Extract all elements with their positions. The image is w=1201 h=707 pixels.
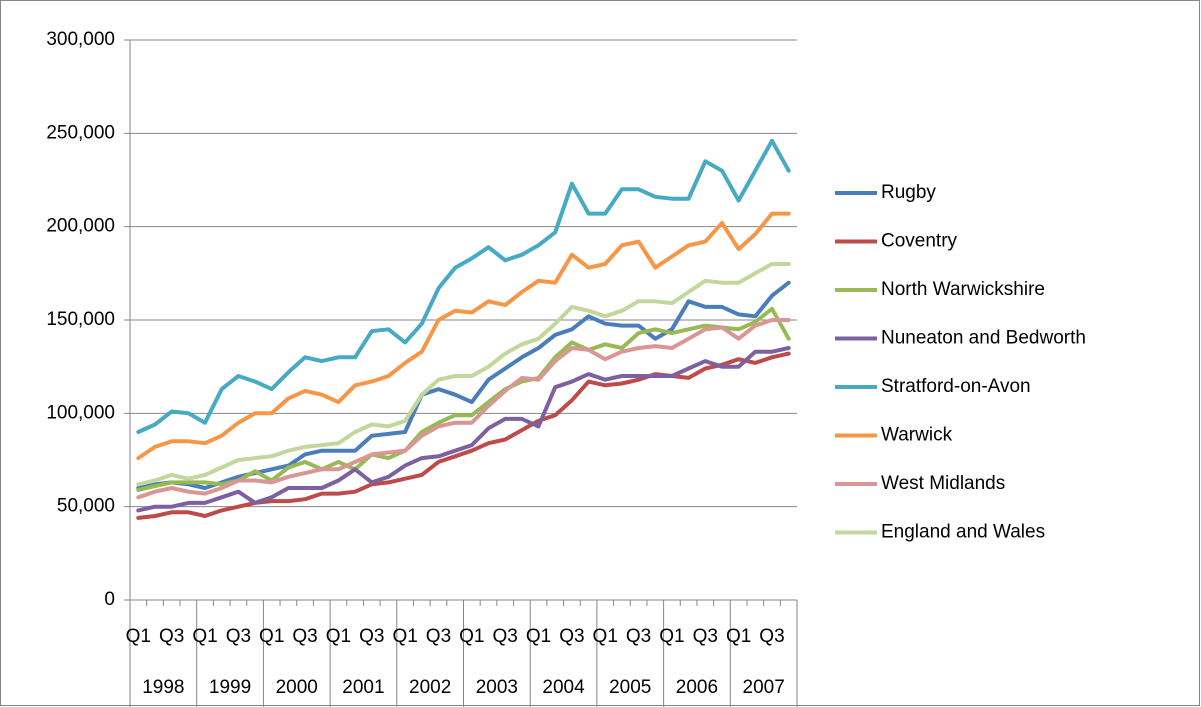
legend-label: England and Wales [881,522,1045,543]
x-tick-label: Q1 [392,626,417,647]
y-tick-label: 300,000 [46,29,115,50]
x-tick-label: Q1 [593,626,618,647]
legend-label: Rugby [881,182,936,203]
x-tick-label: Q3 [559,626,584,647]
x-group-label: 2002 [409,677,451,698]
x-tick-label: Q1 [659,626,684,647]
legend-label: West Midlands [881,473,1005,494]
x-tick-label: Q1 [526,626,551,647]
x-tick-label: Q1 [192,626,217,647]
x-tick-label: Q1 [326,626,351,647]
x-tick-label: Q1 [726,626,751,647]
series-line [136,306,791,492]
series-line [136,211,791,461]
series-line [136,346,791,513]
x-tick-label: Q1 [126,626,151,647]
y-tick-label: 0 [104,589,115,610]
x-group-label: 2007 [743,677,785,698]
x-group-label: 2005 [609,677,651,698]
x-group-label: 2003 [476,677,518,698]
x-tick-label: Q3 [359,626,384,647]
x-tick-label: Q3 [159,626,184,647]
legend-label: Nuneaton and Bedworth [881,328,1086,349]
legend-label: Stratford-on-Avon [881,376,1031,397]
series-line [136,318,791,500]
legend-label: Warwick [881,425,953,446]
y-tick-label: 200,000 [46,216,115,237]
legend-label: Coventry [881,231,958,252]
y-tick-label: 150,000 [46,309,115,330]
series-line [136,138,791,434]
x-group-label: 2004 [542,677,585,698]
x-tick-label: Q3 [426,626,451,647]
x-tick-label: Q3 [759,626,784,647]
series-line [136,351,791,520]
x-tick-label: Q3 [292,626,317,647]
x-tick-label: Q3 [493,626,518,647]
x-tick-label: Q1 [259,626,284,647]
y-tick-label: 100,000 [46,402,115,423]
x-tick-label: Q3 [693,626,718,647]
x-group-label: 1999 [209,677,251,698]
y-tick-label: 50,000 [57,496,115,517]
x-group-label: 2001 [342,677,384,698]
series-line [136,262,791,487]
x-tick-label: Q3 [626,626,651,647]
x-group-label: 2000 [276,677,318,698]
x-group-label: 1998 [142,677,184,698]
y-tick-label: 250,000 [46,122,115,143]
x-group-label: 2006 [676,677,718,698]
x-tick-label: Q1 [459,626,484,647]
x-tick-label: Q3 [226,626,251,647]
legend-label: North Warwickshire [881,279,1045,300]
